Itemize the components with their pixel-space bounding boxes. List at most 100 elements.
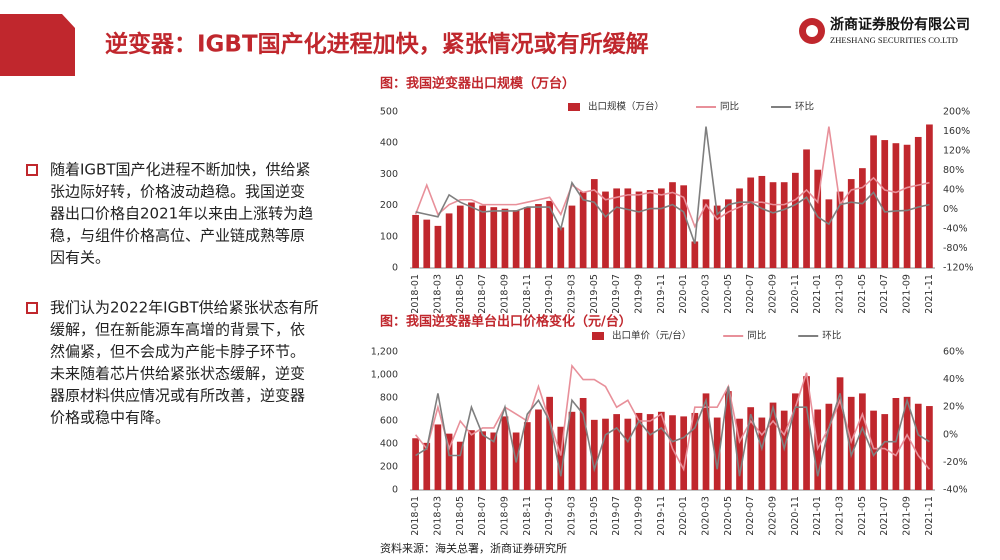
x-tick-label: 2019-03 bbox=[566, 496, 577, 536]
x-tick-label: 2020-03 bbox=[701, 274, 712, 314]
x-tick-label: 2020-07 bbox=[745, 496, 756, 536]
bar bbox=[736, 418, 743, 490]
bullet-line: 缓解，但在新能源车高增的背景下，依 bbox=[50, 321, 305, 339]
bar bbox=[769, 182, 777, 268]
x-tick-label: 2019-07 bbox=[611, 274, 622, 314]
line-series bbox=[414, 126, 930, 229]
bar bbox=[501, 416, 509, 490]
y2-tick-label: 60% bbox=[943, 347, 964, 358]
bar bbox=[557, 227, 565, 268]
x-tick-label: 2019-09 bbox=[633, 274, 644, 314]
bar bbox=[780, 182, 788, 268]
x-tick-label: 2020-01 bbox=[678, 496, 689, 536]
bar bbox=[792, 393, 799, 490]
line-series bbox=[415, 126, 930, 244]
bar bbox=[870, 135, 877, 268]
y-tick-label: 300 bbox=[380, 169, 398, 180]
x-tick-label: 2020-07 bbox=[745, 274, 756, 314]
y-tick-label: 600 bbox=[380, 416, 398, 427]
bar bbox=[646, 414, 654, 490]
y2-tick-label: 120% bbox=[943, 146, 970, 157]
bar bbox=[501, 208, 509, 268]
slide-title: 逆变器：IGBT国产化进程加快，紧张情况或有所缓解 bbox=[105, 31, 649, 58]
bar bbox=[468, 430, 475, 490]
x-tick-label: 2018-11 bbox=[522, 496, 533, 536]
bar bbox=[736, 188, 743, 268]
bar bbox=[892, 143, 900, 268]
bar bbox=[579, 191, 587, 268]
y2-tick-label: 40% bbox=[943, 374, 964, 385]
legend-label: 同比 bbox=[747, 330, 766, 342]
bar bbox=[613, 188, 620, 268]
x-tick-label: 2018-07 bbox=[477, 274, 488, 314]
bar bbox=[602, 191, 609, 268]
source-note: 资料来源：海关总署，浙商证券研究所 bbox=[380, 541, 567, 555]
bar bbox=[881, 414, 889, 490]
bar bbox=[825, 403, 833, 490]
bar bbox=[769, 402, 777, 490]
y-tick-label: 100 bbox=[380, 231, 398, 242]
x-tick-label: 2018-03 bbox=[432, 274, 443, 314]
bar bbox=[456, 441, 464, 490]
bar bbox=[747, 177, 755, 268]
bar bbox=[602, 418, 609, 490]
bullet-line: 随着IGBT国产化进程不断加快，供给紧 bbox=[50, 161, 311, 179]
bar bbox=[523, 422, 531, 490]
company-en: ZHESHANG SECURITIES CO.LTD bbox=[830, 35, 958, 45]
bar bbox=[825, 199, 833, 268]
x-tick-label: 2019-09 bbox=[633, 496, 644, 536]
y-tick-label: 400 bbox=[380, 439, 398, 450]
bullet-line: 我们认为2022年IGBT供给紧张状态有所 bbox=[50, 299, 319, 317]
x-tick-label: 2019-01 bbox=[544, 496, 555, 536]
bar bbox=[635, 191, 643, 268]
bullet-line: 器出口价格自2021年以来由上涨转为趋 bbox=[50, 205, 313, 223]
legend-label: 环比 bbox=[822, 330, 841, 342]
x-tick-label: 2018-09 bbox=[499, 274, 510, 314]
bar bbox=[657, 188, 665, 268]
logo-icon-inner bbox=[806, 25, 818, 37]
y2-tick-label: -80% bbox=[943, 243, 968, 254]
legend-label: 出口规模（万台） bbox=[588, 101, 664, 113]
bar bbox=[870, 410, 877, 490]
bullet-line: 未来随着芯片供给紧张状态缓解，逆变 bbox=[50, 365, 305, 383]
y2-tick-label: -40% bbox=[943, 224, 968, 235]
bar bbox=[456, 205, 464, 268]
company-cn: 浙商证券股份有限公司 bbox=[830, 16, 970, 33]
bar bbox=[479, 205, 486, 268]
bar bbox=[713, 205, 721, 268]
x-tick-label: 2019-03 bbox=[566, 274, 577, 314]
bar bbox=[423, 442, 431, 490]
bar bbox=[624, 188, 632, 268]
chart-title: 图：我国逆变器单台出口价格变化（元/台） bbox=[380, 314, 632, 330]
bar bbox=[691, 241, 699, 268]
bar bbox=[680, 416, 688, 490]
x-tick-label: 2018-07 bbox=[477, 496, 488, 536]
bullet-line: 器原材料供应情况或有所改善，逆变器 bbox=[50, 387, 305, 405]
bar bbox=[713, 417, 721, 490]
bar bbox=[758, 417, 766, 490]
bar bbox=[691, 412, 699, 490]
bar bbox=[412, 438, 419, 490]
bullet-marker bbox=[26, 302, 38, 314]
corner-decoration bbox=[0, 14, 75, 76]
bullet-line: 稳，与组件价格高位、产业链成熟等原 bbox=[50, 227, 305, 245]
x-tick-label: 2021-03 bbox=[835, 274, 846, 314]
bar bbox=[557, 426, 565, 490]
bar bbox=[859, 393, 866, 490]
x-tick-label: 2021-09 bbox=[902, 496, 913, 536]
bar bbox=[725, 391, 732, 490]
legend-label: 同比 bbox=[720, 101, 739, 113]
x-tick-label: 2019-11 bbox=[656, 274, 667, 314]
bar bbox=[702, 199, 710, 268]
legend-label: 出口单价（元/台） bbox=[612, 330, 691, 342]
bar bbox=[792, 172, 799, 268]
x-tick-label: 2021-07 bbox=[879, 274, 890, 314]
bullet-line: 张边际好转，价格波动趋稳。我国逆变 bbox=[50, 183, 305, 201]
y-tick-label: 200 bbox=[380, 200, 398, 211]
bar bbox=[546, 200, 553, 268]
bar bbox=[926, 124, 933, 268]
bar bbox=[479, 431, 486, 490]
bar bbox=[680, 185, 688, 268]
bar bbox=[669, 182, 676, 268]
